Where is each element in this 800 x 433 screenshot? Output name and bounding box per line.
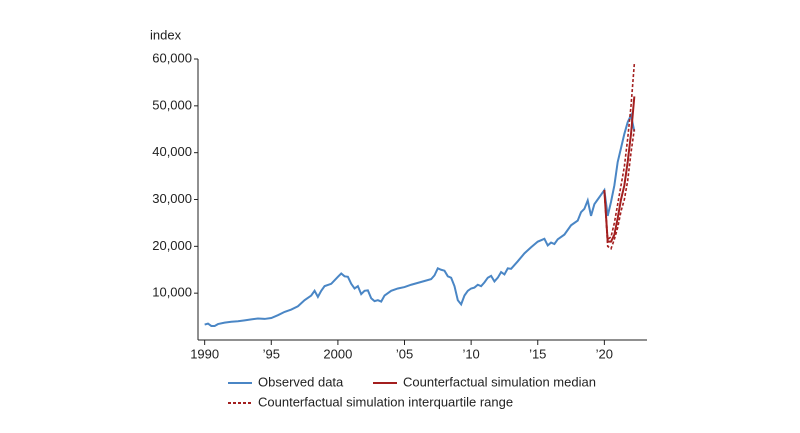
legend-label: Counterfactual simulation interquartile … <box>258 394 513 409</box>
range-upper-line <box>603 63 636 241</box>
range-lower-line <box>603 129 636 250</box>
y-tick-label: 40,000 <box>152 144 192 159</box>
x-tick-label: ’15 <box>529 346 546 361</box>
x-tick-label: ’05 <box>396 346 413 361</box>
y-tick-label: 30,000 <box>152 191 192 206</box>
y-axis-label: index <box>150 27 182 42</box>
x-tick-label: 2000 <box>323 346 352 361</box>
line <box>204 112 636 327</box>
x-tick-label: ’10 <box>462 346 479 361</box>
y-tick-label: 10,000 <box>152 285 192 300</box>
x-tick-label: ’20 <box>596 346 613 361</box>
y-tick-label: 60,000 <box>152 50 192 65</box>
legend-label: Counterfactual simulation median <box>403 374 596 389</box>
line <box>603 96 636 243</box>
x-tick-label: ’95 <box>263 346 280 361</box>
x-tick-label: 1990 <box>190 346 219 361</box>
legend-label: Observed data <box>258 374 344 389</box>
y-tick-label: 50,000 <box>152 97 192 112</box>
y-tick-label: 20,000 <box>152 238 192 253</box>
